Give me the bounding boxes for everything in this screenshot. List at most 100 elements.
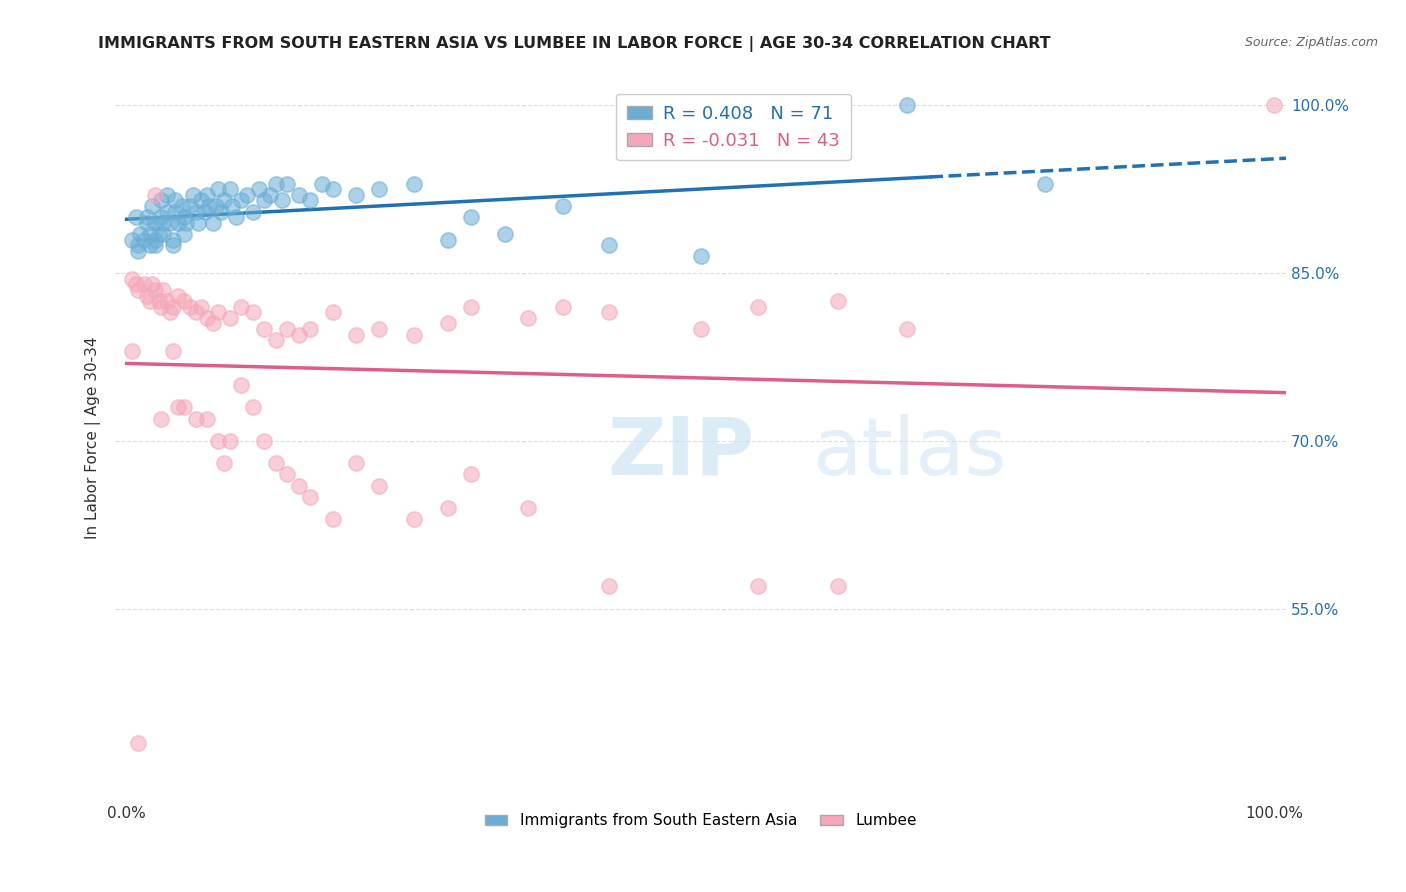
Point	[179, 300, 201, 314]
Point	[264, 456, 287, 470]
Point	[827, 294, 849, 309]
Point	[598, 579, 620, 593]
Point	[159, 216, 181, 230]
Point	[125, 277, 148, 292]
Point	[184, 204, 207, 219]
Point	[141, 277, 163, 292]
Point	[747, 300, 769, 314]
Point	[219, 434, 242, 448]
Point	[236, 187, 259, 202]
Point	[225, 211, 247, 225]
Point	[162, 344, 184, 359]
Point	[402, 327, 425, 342]
Point	[207, 305, 229, 319]
Point	[163, 204, 186, 219]
Point	[173, 227, 195, 241]
Point	[190, 194, 212, 208]
Point	[125, 211, 148, 225]
Point	[517, 310, 540, 325]
Y-axis label: In Labor Force | Age 30-34: In Labor Force | Age 30-34	[86, 337, 101, 540]
Point	[162, 238, 184, 252]
Point	[167, 216, 190, 230]
Point	[276, 177, 298, 191]
Point	[162, 233, 184, 247]
Text: IMMIGRANTS FROM SOUTH EASTERN ASIA VS LUMBEE IN LABOR FORCE | AGE 30-34 CORRELAT: IMMIGRANTS FROM SOUTH EASTERN ASIA VS LU…	[98, 36, 1052, 52]
Point	[195, 411, 218, 425]
Point	[184, 411, 207, 425]
Point	[344, 327, 367, 342]
Point	[201, 216, 224, 230]
Text: atlas: atlas	[811, 414, 1007, 491]
Point	[187, 216, 209, 230]
Point	[231, 378, 253, 392]
Point	[689, 322, 711, 336]
Point	[437, 317, 460, 331]
Point	[143, 233, 166, 247]
Point	[219, 182, 242, 196]
Point	[598, 238, 620, 252]
Point	[276, 322, 298, 336]
Point	[896, 98, 918, 112]
Point	[896, 322, 918, 336]
Point	[170, 199, 193, 213]
Point	[184, 305, 207, 319]
Text: Source: ZipAtlas.com: Source: ZipAtlas.com	[1244, 36, 1378, 49]
Point	[517, 501, 540, 516]
Point	[551, 199, 574, 213]
Point	[299, 194, 322, 208]
Point	[156, 294, 179, 309]
Point	[156, 204, 179, 219]
Point	[344, 187, 367, 202]
Point	[299, 490, 322, 504]
Point	[322, 512, 344, 526]
Point	[322, 182, 344, 196]
Point	[322, 305, 344, 319]
Point	[231, 300, 253, 314]
Point	[551, 300, 574, 314]
Point	[138, 238, 160, 252]
Point	[121, 344, 143, 359]
Point	[270, 194, 292, 208]
Point	[136, 211, 159, 225]
Point	[138, 227, 160, 241]
Point	[437, 233, 460, 247]
Point	[207, 434, 229, 448]
Point	[747, 579, 769, 593]
Point	[242, 401, 264, 415]
Point	[179, 199, 201, 213]
Point	[460, 300, 482, 314]
Point	[689, 249, 711, 263]
Point	[156, 187, 179, 202]
Point	[221, 199, 243, 213]
Legend: Immigrants from South Eastern Asia, Lumbee: Immigrants from South Eastern Asia, Lumb…	[478, 807, 922, 835]
Point	[173, 294, 195, 309]
Point	[148, 227, 170, 241]
Point	[150, 194, 173, 208]
Point	[150, 211, 173, 225]
Point	[143, 187, 166, 202]
Point	[402, 177, 425, 191]
Point	[150, 411, 173, 425]
Point	[143, 283, 166, 297]
Point	[181, 187, 204, 202]
Point	[136, 216, 159, 230]
Point	[143, 238, 166, 252]
Point	[437, 501, 460, 516]
Point	[138, 294, 160, 309]
Point	[1033, 177, 1056, 191]
Point	[276, 467, 298, 482]
Point	[132, 233, 155, 247]
Point	[460, 211, 482, 225]
Point	[827, 579, 849, 593]
Point	[127, 238, 149, 252]
Point	[368, 322, 391, 336]
Point	[598, 305, 620, 319]
Point	[127, 283, 149, 297]
Point	[231, 194, 253, 208]
Point	[176, 216, 198, 230]
Point	[163, 194, 186, 208]
Point	[219, 310, 242, 325]
Point	[402, 512, 425, 526]
Point	[253, 194, 276, 208]
Point	[173, 211, 195, 225]
